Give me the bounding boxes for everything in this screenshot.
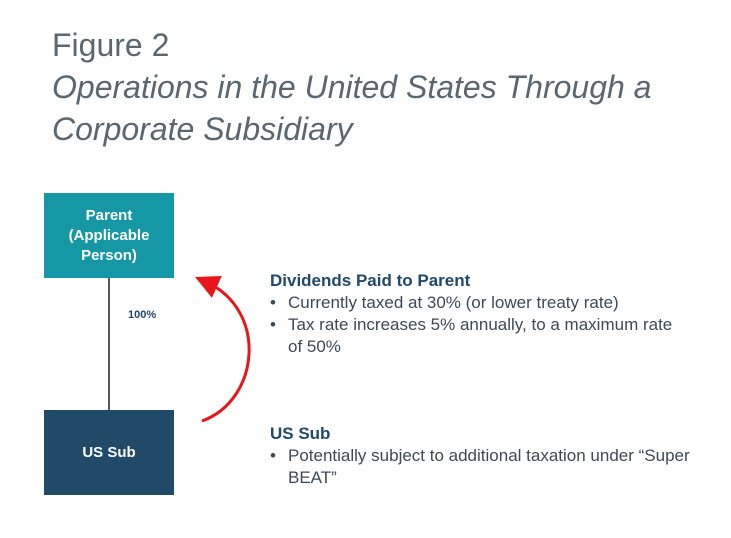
dividend-flow-arrow-curve <box>195 276 251 423</box>
dividends-bullet-list: Currently taxed at 30% (or lower treaty … <box>270 292 690 358</box>
dividends-bullet: Tax rate increases 5% annually, to a max… <box>270 314 690 358</box>
dividend-flow-arrow <box>195 276 251 423</box>
parent-box: Parent (Applicable Person) <box>44 193 174 278</box>
ownership-connector-line <box>108 278 110 410</box>
ownership-percentage: 100% <box>128 309 157 321</box>
us-sub-section: US Sub Potentially subject to additional… <box>270 423 690 489</box>
us-sub-box: US Sub <box>44 410 174 495</box>
dividends-heading: Dividends Paid to Parent <box>270 271 471 290</box>
us-sub-bullet: Potentially subject to additional taxati… <box>270 445 690 489</box>
dividends-bullet: Currently taxed at 30% (or lower treaty … <box>270 292 690 314</box>
us-sub-box-label: US Sub <box>82 443 136 461</box>
parent-box-label: Parent (Applicable Person) <box>68 206 150 264</box>
us-sub-heading: US Sub <box>270 424 331 443</box>
us-sub-bullet-list: Potentially subject to additional taxati… <box>270 445 690 489</box>
figure-label: Figure 2 <box>52 27 170 63</box>
figure-title: Operations in the United States Through … <box>52 69 652 147</box>
dividends-section: Dividends Paid to Parent Currently taxed… <box>270 270 690 358</box>
